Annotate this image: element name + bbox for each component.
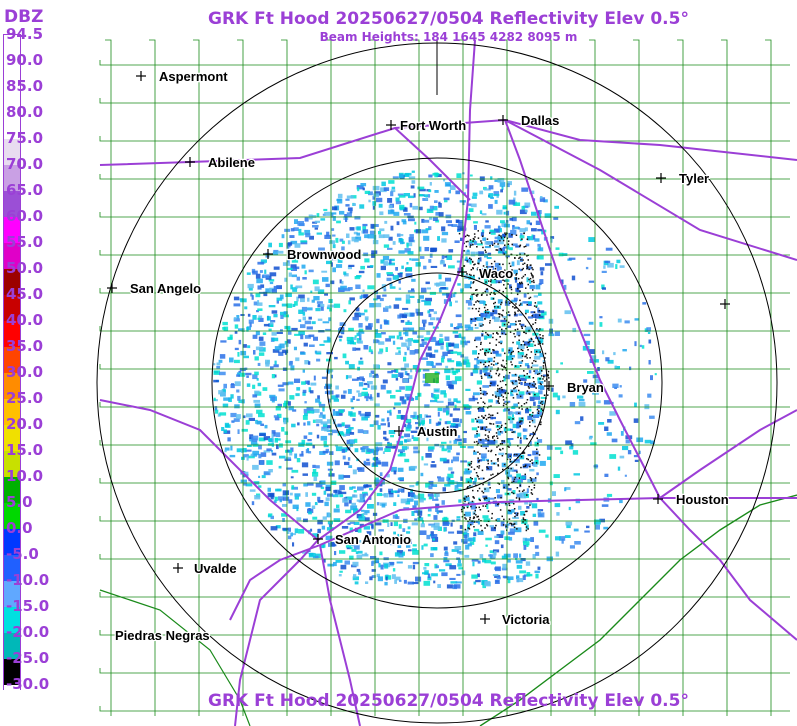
reflectivity-echoes xyxy=(213,170,657,590)
legend-swatch xyxy=(4,659,20,685)
city-marker: San Antonio xyxy=(313,531,412,548)
city-label: San Antonio xyxy=(335,532,411,547)
legend-swatch xyxy=(4,503,20,529)
city-marker: Fort Worth xyxy=(386,117,467,134)
legend-label: 45.0 xyxy=(6,285,44,303)
legend-label: 0.0 xyxy=(6,519,33,537)
city-label: Fort Worth xyxy=(400,118,466,133)
city-marker: Aspermont xyxy=(136,68,230,85)
legend-label: 60.0 xyxy=(6,207,44,225)
city-marker: Uvalde xyxy=(173,560,238,577)
legend-swatch xyxy=(4,347,20,373)
legend-label: 10.0 xyxy=(6,467,44,485)
city-marker: Tyler xyxy=(656,170,710,187)
legend-swatch xyxy=(4,139,20,165)
legend-label: 70.0 xyxy=(6,155,44,173)
legend-label: 80.0 xyxy=(6,103,44,121)
legend-label: 65.0 xyxy=(6,181,44,199)
legend-swatch xyxy=(4,477,20,503)
legend-label: -15.0 xyxy=(6,597,50,615)
legend-swatch xyxy=(4,321,20,347)
legend-label: 35.0 xyxy=(6,337,44,355)
legend-label: 85.0 xyxy=(6,77,44,95)
legend-swatch xyxy=(4,113,20,139)
legend-label: 90.0 xyxy=(6,51,44,69)
city-label: San Angelo xyxy=(130,281,201,296)
city-marker: Austin xyxy=(394,423,459,440)
legend-swatch xyxy=(4,529,20,555)
legend-swatch xyxy=(4,295,20,321)
legend-swatch xyxy=(4,451,20,477)
city-label: Piedras Negras xyxy=(115,628,210,643)
legend-swatch xyxy=(4,425,20,451)
highways xyxy=(99,39,797,726)
legend-label: 50.0 xyxy=(6,259,44,277)
legend-swatch xyxy=(4,217,20,243)
city-label: Brownwood xyxy=(287,247,361,262)
county-boundaries xyxy=(99,39,797,726)
city-marker: Bryan xyxy=(544,379,605,396)
city-label: Waco xyxy=(479,266,513,281)
legend-label: 25.0 xyxy=(6,389,44,407)
city-marker: Piedras Negras xyxy=(114,627,211,645)
city-label: Tyler xyxy=(679,171,709,186)
legend-label: 30.0 xyxy=(6,363,44,381)
city-label: Bryan xyxy=(567,380,604,395)
legend-label: 5.0 xyxy=(6,493,33,511)
city-marker: Brownwood xyxy=(263,246,363,263)
legend-label: 20.0 xyxy=(6,415,44,433)
range-rings xyxy=(96,40,778,724)
color-legend xyxy=(3,34,21,711)
map-title: GRK Ft Hood 20250627/0504 Reflectivity E… xyxy=(208,9,689,29)
city-marker: Abilene xyxy=(185,154,256,171)
legend-label: 15.0 xyxy=(6,441,44,459)
legend-label: 55.0 xyxy=(6,233,44,251)
city-marker: San Angelo xyxy=(107,280,202,297)
legend-swatch xyxy=(4,61,20,87)
legend-swatch xyxy=(4,399,20,425)
city-markers: Aspermont Fort Worth Dallas Abilene Tyler Bro… xyxy=(107,68,730,645)
city-marker: Dallas xyxy=(498,112,561,129)
city-marker: Houston xyxy=(653,491,730,508)
legend-unit: DBZ xyxy=(4,7,44,27)
city-label: Abilene xyxy=(208,155,255,170)
legend-swatch xyxy=(4,373,20,399)
legend-label: -5.0 xyxy=(6,545,39,563)
legend-label: 75.0 xyxy=(6,129,44,147)
city-label: Dallas xyxy=(521,113,559,128)
legend-swatch xyxy=(4,243,20,269)
legend-label: -25.0 xyxy=(6,649,50,667)
city-label: Aspermont xyxy=(159,69,228,84)
legend-swatch xyxy=(4,165,20,191)
beam-heights: Beam Heights: 184 1645 4282 8095 m xyxy=(319,30,578,44)
city-label: Austin xyxy=(417,424,458,439)
legend-swatch xyxy=(4,87,20,113)
legend-label: -20.0 xyxy=(6,623,50,641)
city-marker xyxy=(720,299,730,309)
legend-swatch xyxy=(4,555,20,581)
legend-swatch xyxy=(4,191,20,217)
legend-swatch xyxy=(4,35,20,61)
city-label: Uvalde xyxy=(194,561,237,576)
legend-label: -30.0 xyxy=(6,675,50,693)
city-label: Houston xyxy=(676,492,729,507)
legend-swatch xyxy=(4,269,20,295)
legend-label: -10.0 xyxy=(6,571,50,589)
legend-label: 40.0 xyxy=(6,311,44,329)
city-label: Victoria xyxy=(502,612,550,627)
legend-swatch xyxy=(4,633,20,659)
legend-swatch xyxy=(4,685,20,711)
legend-swatch xyxy=(4,607,20,633)
city-marker: Waco xyxy=(457,265,514,282)
legend-label: 94.5 xyxy=(6,25,44,43)
legend-swatch xyxy=(4,581,20,607)
city-marker: Victoria xyxy=(480,611,551,628)
map-title-bottom: GRK Ft Hood 20250627/0504 Reflectivity E… xyxy=(208,691,689,711)
